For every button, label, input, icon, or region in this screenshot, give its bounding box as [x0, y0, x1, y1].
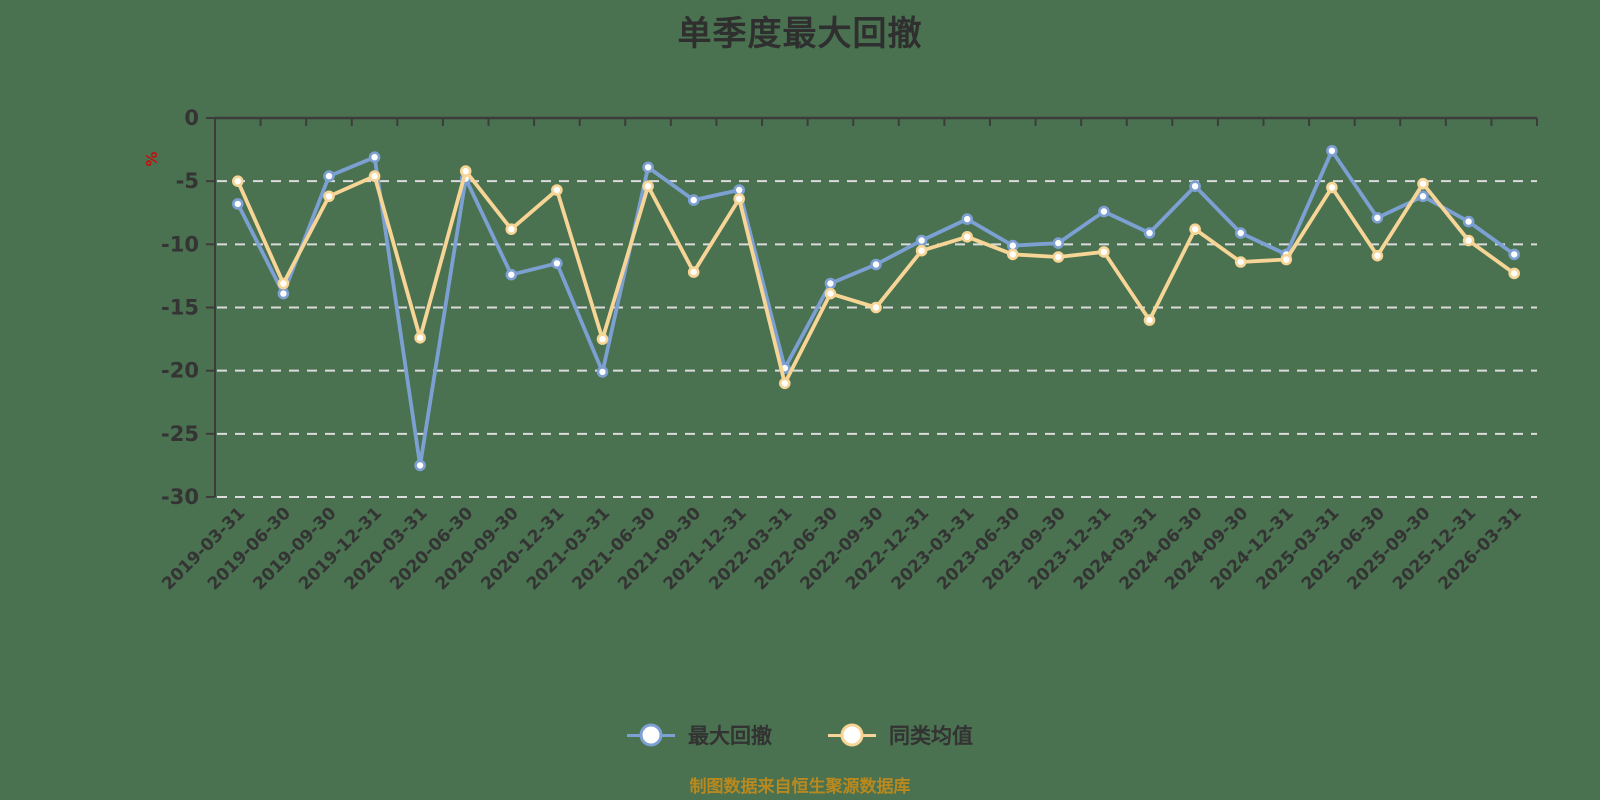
data-point-marker[interactable] [323, 170, 335, 182]
data-point-marker[interactable] [1462, 234, 1475, 247]
data-point-marker[interactable] [596, 333, 609, 345]
data-point-marker[interactable] [232, 175, 244, 187]
data-point-marker[interactable] [596, 366, 609, 378]
data-point-marker[interactable] [1508, 267, 1520, 280]
data-point-marker[interactable] [368, 170, 381, 182]
data-point-marker[interactable] [459, 165, 472, 177]
data-point-marker[interactable] [505, 268, 518, 281]
data-point-marker[interactable] [1189, 223, 1201, 235]
data-point-marker[interactable] [824, 287, 837, 300]
svg-text:-25: -25 [161, 422, 199, 446]
data-point-marker[interactable] [687, 194, 700, 206]
series-category-average[interactable] [232, 165, 1520, 390]
data-point-marker[interactable] [915, 234, 928, 247]
data-point-marker[interactable] [551, 257, 563, 270]
data-point-marker[interactable] [778, 377, 791, 390]
chart-title: 单季度最大回撤 [677, 14, 923, 54]
legend-label: 最大回撤 [688, 724, 772, 748]
data-point-marker[interactable] [368, 151, 381, 163]
data-point-marker[interactable] [1098, 246, 1110, 258]
legend-item-category-average[interactable]: 同类均值 [828, 720, 973, 750]
y-axis-unit-label: % [143, 151, 161, 166]
x-axis-labels: 2019-03-312019-06-302019-09-302019-12-31… [158, 503, 1525, 594]
data-point-marker[interactable] [505, 223, 518, 235]
data-point-marker[interactable] [232, 198, 244, 210]
data-point-marker[interactable] [1234, 227, 1247, 239]
data-point-marker[interactable] [915, 244, 928, 257]
data-point-marker[interactable] [1189, 180, 1201, 192]
data-point-marker[interactable] [414, 459, 426, 472]
data-point-marker[interactable] [1417, 177, 1429, 190]
y-axis-labels: 0 -5 -10 -15 -20 -25 -30 [161, 106, 199, 509]
data-point-marker[interactable] [687, 266, 700, 278]
legend-label: 同类均值 [889, 724, 973, 748]
svg-text:-20: -20 [161, 359, 199, 383]
line-circle-marker-icon [627, 722, 675, 748]
y-axis [206, 117, 216, 498]
svg-text:-10: -10 [161, 232, 199, 256]
data-point-marker[interactable] [961, 231, 974, 243]
data-point-marker[interactable] [1143, 227, 1156, 239]
drawdown-chart-canvas[interactable]: 0 -5 -10 -15 -20 -25 -30% 2019-03-312019-06-302… [0, 0, 1600, 668]
data-source-caption: 制图数据来自恒生聚源数据库 [689, 777, 911, 797]
data-point-marker[interactable] [1371, 212, 1384, 224]
legend-item-max-drawdown[interactable]: 最大回撤 [627, 720, 772, 750]
data-point-marker[interactable] [870, 258, 882, 271]
data-point-marker[interactable] [1371, 249, 1384, 262]
data-point-marker[interactable] [1143, 314, 1156, 326]
data-point-marker[interactable] [1508, 248, 1520, 261]
data-point-marker[interactable] [1006, 248, 1019, 261]
chart-legend: 最大回撤 同类均值 [0, 720, 1600, 750]
svg-text:0: 0 [184, 106, 199, 130]
svg-text:-30: -30 [161, 485, 199, 509]
data-point-marker[interactable] [1234, 256, 1247, 268]
data-point-marker[interactable] [277, 277, 290, 290]
data-point-marker[interactable] [642, 180, 654, 192]
svg-text:-5: -5 [176, 169, 199, 193]
data-point-marker[interactable] [277, 287, 290, 300]
data-point-marker[interactable] [1326, 181, 1338, 194]
x-axis [214, 116, 1538, 126]
data-point-marker[interactable] [824, 277, 837, 290]
line-circle-marker-icon [828, 722, 876, 748]
data-point-marker[interactable] [733, 193, 746, 205]
data-point-marker[interactable] [870, 301, 882, 314]
series-max-drawdown[interactable] [232, 145, 1520, 472]
data-point-marker[interactable] [551, 184, 563, 196]
data-point-marker[interactable] [1326, 145, 1338, 157]
data-point-marker[interactable] [1052, 251, 1065, 263]
data-point-marker[interactable] [323, 190, 335, 203]
data-point-marker[interactable] [1280, 253, 1293, 266]
data-point-marker[interactable] [414, 331, 426, 344]
data-point-marker[interactable] [1417, 190, 1429, 203]
data-point-marker[interactable] [1098, 205, 1110, 218]
data-point-marker[interactable] [1462, 215, 1475, 228]
data-point-marker[interactable] [961, 213, 974, 225]
svg-text:-15: -15 [161, 296, 199, 320]
data-point-marker[interactable] [1052, 237, 1065, 249]
data-point-marker[interactable] [642, 161, 654, 174]
